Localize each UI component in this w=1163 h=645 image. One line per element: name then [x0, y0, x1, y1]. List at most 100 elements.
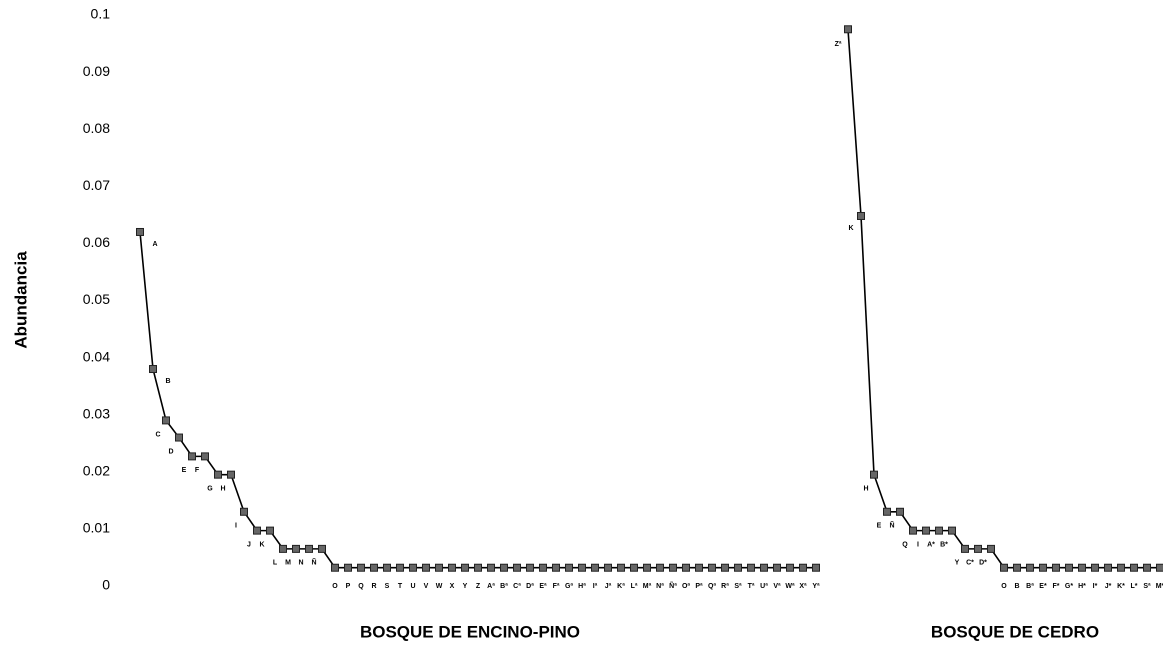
- marker: [870, 470, 878, 479]
- marker: [643, 563, 651, 572]
- marker: [266, 526, 274, 535]
- marker: [1091, 563, 1099, 572]
- y-tick-label: 0: [102, 577, 110, 593]
- point-label: Bª: [1026, 583, 1034, 590]
- point-label: F*: [1053, 583, 1060, 590]
- marker: [279, 544, 287, 553]
- point-label: Dª: [526, 583, 534, 590]
- point-label: H*: [1078, 583, 1086, 590]
- point-label: Y: [955, 560, 960, 567]
- point-label: Tª: [748, 583, 755, 590]
- marker: [331, 563, 339, 572]
- point-label: N: [298, 560, 303, 567]
- y-tick-label: 0.05: [83, 291, 110, 307]
- marker: [1143, 563, 1151, 572]
- point-label: F: [195, 467, 200, 474]
- point-label: L: [273, 560, 278, 567]
- point-label: J*: [1105, 583, 1112, 590]
- marker: [1013, 563, 1021, 572]
- point-label: O: [1001, 583, 1007, 590]
- point-label: Sª: [734, 583, 742, 590]
- group-label: BOSQUE DE ENCINO-PINO: [360, 622, 580, 641]
- marker: [305, 544, 313, 553]
- marker: [500, 563, 508, 572]
- marker: [734, 563, 742, 572]
- series-line: [847, 29, 1160, 569]
- point-label: H: [220, 485, 225, 492]
- point-label: Q: [902, 541, 908, 548]
- point-label: Iª: [593, 583, 598, 590]
- point-label: Yª: [812, 583, 820, 590]
- marker: [201, 452, 209, 461]
- point-label: Xª: [799, 583, 807, 590]
- point-label: D*: [979, 560, 987, 567]
- point-label: Aª: [487, 583, 495, 590]
- marker: [188, 452, 196, 461]
- y-tick-label: 0.01: [83, 520, 110, 536]
- marker: [948, 526, 956, 535]
- marker: [695, 563, 703, 572]
- point-label: Zª: [835, 41, 842, 48]
- marker: [292, 544, 300, 553]
- point-label: Oª: [682, 583, 690, 590]
- point-label: Gª: [565, 583, 573, 590]
- y-tick-label: 0.03: [83, 405, 110, 421]
- point-label: A: [152, 241, 157, 248]
- point-label: Lª: [631, 583, 638, 590]
- point-label: Z: [476, 583, 481, 590]
- point-label: X: [450, 583, 455, 590]
- point-label: G: [207, 485, 213, 492]
- point-label: H: [863, 485, 868, 492]
- marker: [844, 25, 852, 34]
- point-label: Nª: [656, 583, 664, 590]
- marker: [604, 563, 612, 572]
- point-label: Hª: [578, 583, 586, 590]
- marker: [487, 563, 495, 572]
- marker: [253, 526, 261, 535]
- point-label: K: [259, 541, 264, 548]
- y-tick-label: 0.02: [83, 463, 110, 479]
- marker: [1130, 563, 1138, 572]
- point-label: B: [165, 378, 170, 385]
- marker: [630, 563, 638, 572]
- marker: [987, 544, 995, 553]
- marker: [708, 563, 716, 572]
- marker: [721, 563, 729, 572]
- marker: [357, 563, 365, 572]
- point-label: D: [168, 448, 173, 455]
- marker: [435, 563, 443, 572]
- marker: [1104, 563, 1112, 572]
- point-label: E*: [1039, 583, 1047, 590]
- marker: [1039, 563, 1047, 572]
- point-label: E: [182, 467, 187, 474]
- marker: [344, 563, 352, 572]
- marker: [1156, 563, 1163, 572]
- point-label: Mª: [643, 583, 652, 590]
- point-label: Rª: [721, 583, 729, 590]
- point-label: Kª: [617, 583, 625, 590]
- marker: [513, 563, 521, 572]
- point-label: Ñª: [669, 581, 677, 590]
- point-label: V: [424, 583, 429, 590]
- point-label: Ñ: [889, 521, 894, 530]
- point-label: Y: [463, 583, 468, 590]
- marker: [1065, 563, 1073, 572]
- marker: [461, 563, 469, 572]
- marker: [565, 563, 573, 572]
- point-label: Qª: [708, 583, 716, 590]
- point-label: J: [247, 541, 251, 548]
- marker: [162, 416, 170, 425]
- point-label: B: [1014, 583, 1019, 590]
- point-label: M*: [1156, 583, 1163, 590]
- point-label: Uª: [760, 583, 768, 590]
- point-label: Eª: [539, 583, 547, 590]
- point-label: L*: [1131, 583, 1138, 590]
- point-label: I*: [1093, 583, 1098, 590]
- marker: [961, 544, 969, 553]
- point-label: Pª: [695, 583, 703, 590]
- marker: [422, 563, 430, 572]
- point-label: Jª: [605, 583, 612, 590]
- y-tick-label: 0.1: [91, 6, 111, 22]
